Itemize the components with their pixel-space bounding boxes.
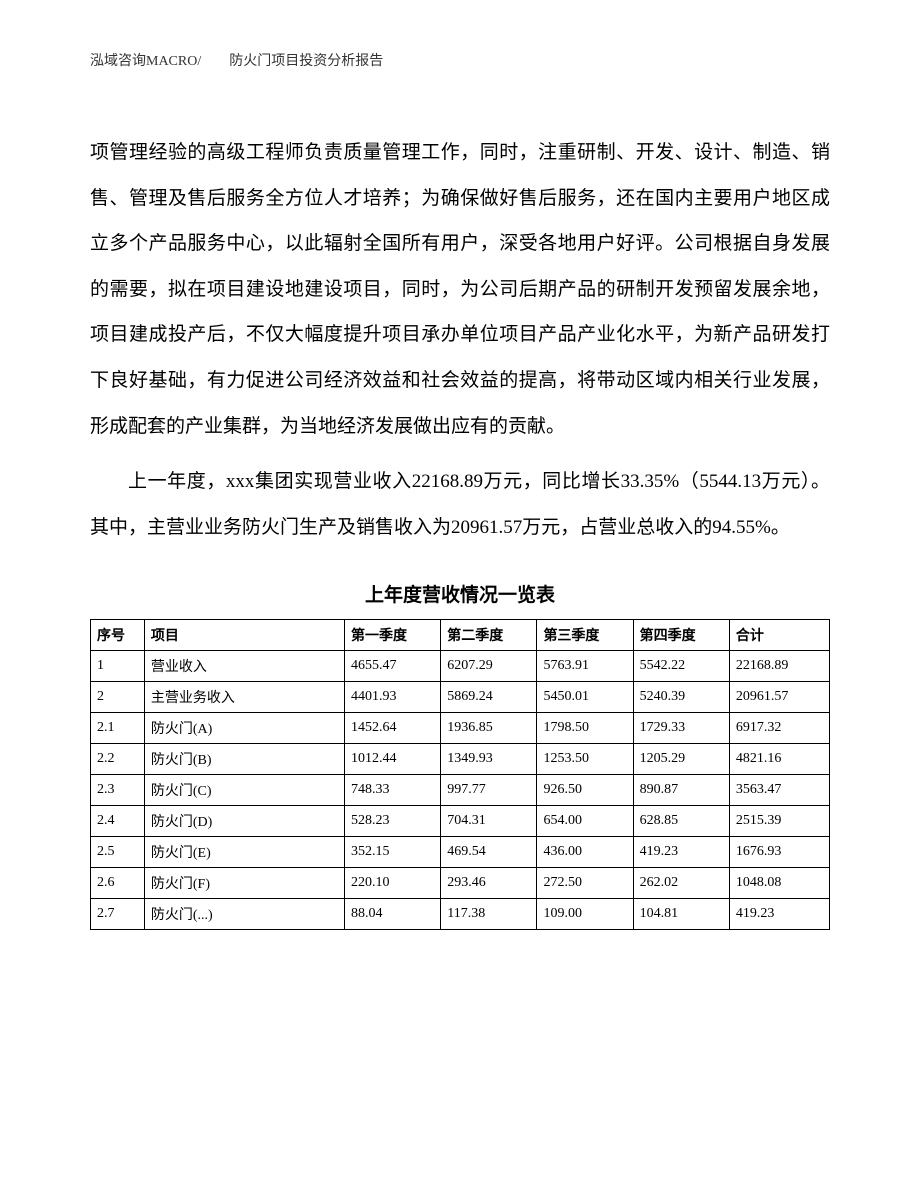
cell-item: 防火门(...) xyxy=(144,899,344,930)
cell-q4: 104.81 xyxy=(633,899,729,930)
cell-seq: 2.1 xyxy=(91,713,145,744)
cell-seq: 2.3 xyxy=(91,775,145,806)
cell-q4: 419.23 xyxy=(633,837,729,868)
table-header-row: 序号 项目 第一季度 第二季度 第三季度 第四季度 合计 xyxy=(91,620,830,651)
cell-q3: 926.50 xyxy=(537,775,633,806)
header-text: 泓域咨询MACRO/ 防火门项目投资分析报告 xyxy=(90,54,383,69)
cell-q1: 1452.64 xyxy=(345,713,441,744)
cell-total: 22168.89 xyxy=(729,651,829,682)
cell-seq: 2.5 xyxy=(91,837,145,868)
col-header-q1: 第一季度 xyxy=(345,620,441,651)
cell-q3: 5450.01 xyxy=(537,682,633,713)
cell-q2: 6207.29 xyxy=(441,651,537,682)
cell-q4: 5542.22 xyxy=(633,651,729,682)
cell-item: 防火门(B) xyxy=(144,744,344,775)
cell-q2: 469.54 xyxy=(441,837,537,868)
table-row: 2.7 防火门(...) 88.04 117.38 109.00 104.81 … xyxy=(91,899,830,930)
cell-q3: 1798.50 xyxy=(537,713,633,744)
cell-q4: 890.87 xyxy=(633,775,729,806)
col-header-total: 合计 xyxy=(729,620,829,651)
paragraph-1: 项管理经验的高级工程师负责质量管理工作，同时，注重研制、开发、设计、制造、销售、… xyxy=(90,130,830,449)
table-title: 上年度营收情况一览表 xyxy=(90,580,830,607)
col-header-q2: 第二季度 xyxy=(441,620,537,651)
table-row: 1 营业收入 4655.47 6207.29 5763.91 5542.22 2… xyxy=(91,651,830,682)
cell-q3: 5763.91 xyxy=(537,651,633,682)
cell-q3: 272.50 xyxy=(537,868,633,899)
cell-total: 3563.47 xyxy=(729,775,829,806)
cell-seq: 2 xyxy=(91,682,145,713)
cell-total: 419.23 xyxy=(729,899,829,930)
cell-q3: 109.00 xyxy=(537,899,633,930)
cell-q2: 117.38 xyxy=(441,899,537,930)
cell-q4: 628.85 xyxy=(633,806,729,837)
cell-item: 营业收入 xyxy=(144,651,344,682)
cell-seq: 2.2 xyxy=(91,744,145,775)
cell-q2: 1936.85 xyxy=(441,713,537,744)
cell-q1: 220.10 xyxy=(345,868,441,899)
cell-q1: 352.15 xyxy=(345,837,441,868)
table-row: 2.2 防火门(B) 1012.44 1349.93 1253.50 1205.… xyxy=(91,744,830,775)
table-row: 2.6 防火门(F) 220.10 293.46 272.50 262.02 1… xyxy=(91,868,830,899)
cell-q4: 1729.33 xyxy=(633,713,729,744)
cell-q3: 436.00 xyxy=(537,837,633,868)
col-header-q3: 第三季度 xyxy=(537,620,633,651)
cell-total: 4821.16 xyxy=(729,744,829,775)
cell-item: 防火门(E) xyxy=(144,837,344,868)
cell-item: 防火门(A) xyxy=(144,713,344,744)
paragraph-2: 上一年度，xxx集团实现营业收入22168.89万元，同比增长33.35%（55… xyxy=(90,459,830,550)
table-row: 2.5 防火门(E) 352.15 469.54 436.00 419.23 1… xyxy=(91,837,830,868)
table-body: 1 营业收入 4655.47 6207.29 5763.91 5542.22 2… xyxy=(91,651,830,930)
cell-q2: 5869.24 xyxy=(441,682,537,713)
cell-q2: 293.46 xyxy=(441,868,537,899)
col-header-q4: 第四季度 xyxy=(633,620,729,651)
cell-q4: 5240.39 xyxy=(633,682,729,713)
cell-item: 防火门(C) xyxy=(144,775,344,806)
table-row: 2 主营业务收入 4401.93 5869.24 5450.01 5240.39… xyxy=(91,682,830,713)
table-row: 2.4 防火门(D) 528.23 704.31 654.00 628.85 2… xyxy=(91,806,830,837)
cell-q3: 1253.50 xyxy=(537,744,633,775)
cell-q1: 1012.44 xyxy=(345,744,441,775)
cell-q1: 528.23 xyxy=(345,806,441,837)
cell-total: 1676.93 xyxy=(729,837,829,868)
cell-q4: 262.02 xyxy=(633,868,729,899)
table-row: 2.1 防火门(A) 1452.64 1936.85 1798.50 1729.… xyxy=(91,713,830,744)
cell-q1: 88.04 xyxy=(345,899,441,930)
cell-item: 防火门(F) xyxy=(144,868,344,899)
col-header-item: 项目 xyxy=(144,620,344,651)
page-header: 泓域咨询MACRO/ 防火门项目投资分析报告 xyxy=(90,50,830,70)
cell-q1: 4655.47 xyxy=(345,651,441,682)
cell-seq: 1 xyxy=(91,651,145,682)
table-row: 2.3 防火门(C) 748.33 997.77 926.50 890.87 3… xyxy=(91,775,830,806)
cell-q3: 654.00 xyxy=(537,806,633,837)
cell-seq: 2.7 xyxy=(91,899,145,930)
cell-item: 防火门(D) xyxy=(144,806,344,837)
cell-total: 20961.57 xyxy=(729,682,829,713)
cell-q1: 748.33 xyxy=(345,775,441,806)
cell-seq: 2.6 xyxy=(91,868,145,899)
cell-total: 2515.39 xyxy=(729,806,829,837)
cell-q1: 4401.93 xyxy=(345,682,441,713)
cell-seq: 2.4 xyxy=(91,806,145,837)
col-header-seq: 序号 xyxy=(91,620,145,651)
cell-q2: 704.31 xyxy=(441,806,537,837)
cell-q2: 1349.93 xyxy=(441,744,537,775)
cell-q2: 997.77 xyxy=(441,775,537,806)
cell-total: 1048.08 xyxy=(729,868,829,899)
cell-total: 6917.32 xyxy=(729,713,829,744)
cell-q4: 1205.29 xyxy=(633,744,729,775)
cell-item: 主营业务收入 xyxy=(144,682,344,713)
revenue-table: 序号 项目 第一季度 第二季度 第三季度 第四季度 合计 1 营业收入 4655… xyxy=(90,619,830,930)
